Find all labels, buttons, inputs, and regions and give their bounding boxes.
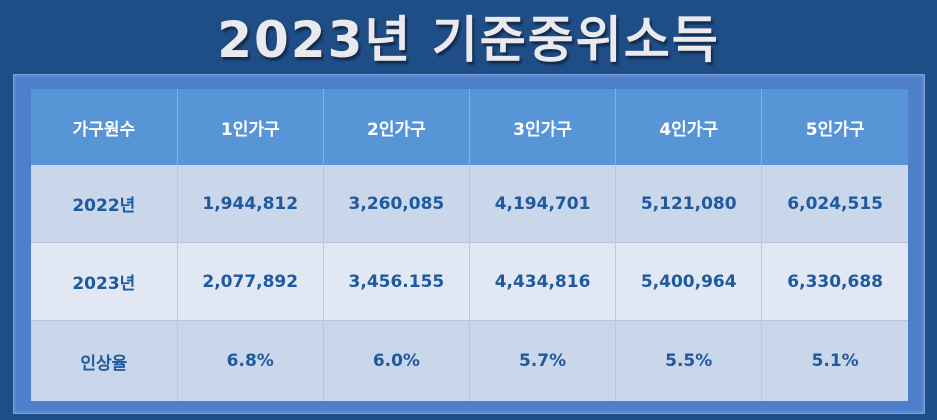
header-row: 가구원수 1인가구 2인가구 3인가구 4인가구 5인가구 <box>31 89 908 165</box>
row-label: 2022년 <box>31 165 178 243</box>
table-row: 2022년 1,944,812 3,260,085 4,194,701 5,12… <box>31 165 908 243</box>
table-frame: 가구원수 1인가구 2인가구 3인가구 4인가구 5인가구 2022년 1,94… <box>13 74 925 414</box>
table-cell: 1,944,812 <box>177 165 324 243</box>
header-cell-4-person: 4인가구 <box>615 89 763 165</box>
table-cell: 5.7% <box>469 320 617 401</box>
header-cell-3-person: 3인가구 <box>469 89 617 165</box>
table-cell: 5,400,964 <box>615 242 763 321</box>
median-income-table: 가구원수 1인가구 2인가구 3인가구 4인가구 5인가구 2022년 1,94… <box>31 89 908 401</box>
table-row: 인상율 6.8% 6.0% 5.7% 5.5% 5.1% <box>31 320 908 401</box>
page-title: 2023년 기준중위소득 <box>217 11 720 69</box>
header-cell-5-person: 5인가구 <box>761 89 908 165</box>
table-cell: 4,194,701 <box>469 165 617 243</box>
table-cell: 3,260,085 <box>323 165 470 243</box>
table-cell: 2,077,892 <box>177 242 324 321</box>
table-cell: 5.1% <box>761 320 908 401</box>
header-cell-1-person: 1인가구 <box>177 89 324 165</box>
header-cell-household-size: 가구원수 <box>31 89 178 165</box>
row-label: 2023년 <box>31 242 178 321</box>
table-cell: 3,456.155 <box>323 242 470 321</box>
header-cell-2-person: 2인가구 <box>323 89 470 165</box>
row-label: 인상율 <box>31 320 178 401</box>
table-cell: 5.5% <box>615 320 763 401</box>
table-cell: 4,434,816 <box>469 242 617 321</box>
table-cell: 6.0% <box>323 320 470 401</box>
table-cell: 5,121,080 <box>615 165 763 243</box>
table-cell: 6,024,515 <box>761 165 908 243</box>
table-cell: 6.8% <box>177 320 324 401</box>
table-row: 2023년 2,077,892 3,456.155 4,434,816 5,40… <box>31 242 908 321</box>
table-cell: 6,330,688 <box>761 242 908 321</box>
